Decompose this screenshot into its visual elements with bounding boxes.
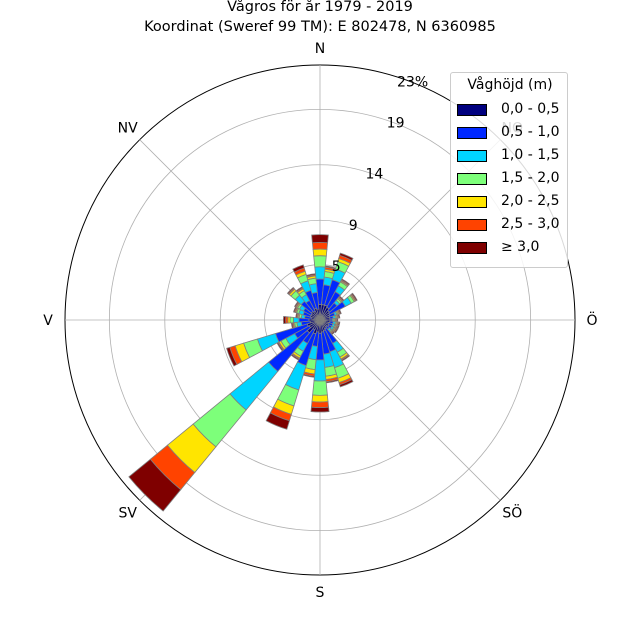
rose-bar-segment [337,313,341,319]
legend-item: 0,5 - 1,0 [457,124,565,144]
rose-bars [128,234,358,512]
rose-bar-segment [334,328,339,334]
direction-label: SV [118,505,137,521]
chart-title: Vågros för år 1979 - 2019 [227,0,413,15]
legend-item: ≥ 3,0 [457,239,565,259]
rose-bar-segment [340,278,351,286]
legend-swatch [457,219,487,231]
rose-bar-segment [226,346,238,367]
rose-bar-segment [339,379,354,388]
direction-label: Ö [586,311,597,329]
legend-label: 2,5 - 3,0 [501,216,560,232]
radial-tick-labels: 5 9 14 19 23% [332,74,428,274]
legend-label: 1,0 - 1,5 [501,147,560,163]
legend-item: 2,5 - 3,0 [457,216,565,236]
legend-label: 1,5 - 2,0 [501,170,560,186]
rose-bar-segment [286,286,295,295]
radial-tick-label: 14 [365,167,383,183]
legend-swatch [457,242,487,254]
radial-tick-label: 5 [332,259,341,275]
radial-tick-label: 23% [397,74,428,90]
legend-swatch [457,196,487,208]
rose-bar-segment [314,266,326,280]
radial-tick-label: 9 [349,218,358,234]
rose-bar-segment [336,317,339,323]
legend-item: 1,0 - 1,5 [457,147,565,167]
grid-spoke [319,319,501,501]
rose-bar-segment [313,255,327,268]
rose-bar-segment [310,406,330,413]
rose-bar-segment [305,273,316,277]
legend-label: ≥ 3,0 [501,239,540,255]
rose-bar-segment [283,315,287,325]
direction-labels: NNOÖSÖSSVVNV [43,41,597,601]
legend: Våghöjd (m) 0,0 - 0,5 0,5 - 1,0 1,0 - 1,5 1… [450,72,568,268]
rose-bar-segment [292,264,305,273]
legend-title: Våghöjd (m) [467,77,553,93]
chart-subtitle: Koordinat (Sweref 99 TM): E 802478, N 63… [144,19,496,35]
legend-item: 1,5 - 2,0 [457,170,565,190]
direction-label: SÖ [502,503,522,521]
legend-swatch [457,104,487,116]
rose-bar-segment [312,248,328,257]
rose-bar-segment [265,412,290,430]
rose-bar-segment [310,401,330,408]
radial-tick-label: 19 [387,115,405,131]
legend-swatch [457,150,487,162]
legend-label: 2,0 - 2,5 [501,193,560,209]
legend-label: 0,5 - 1,0 [501,124,560,140]
rose-bar-segment [351,292,358,302]
rose-bar-segment [339,252,354,261]
rose-bar-segment [338,309,342,315]
rose-bar-segment [289,316,294,324]
rose-bar-segment [311,241,329,250]
rose-bar-segment [128,458,182,512]
legend-swatch [457,173,487,185]
direction-label: NV [118,121,138,137]
legend-item: 2,0 - 2,5 [457,193,565,213]
legend-swatch [457,127,487,139]
direction-label: N [315,41,325,57]
rose-bar-segment [311,394,329,403]
rose-bar-segment [311,234,329,244]
direction-label: S [316,585,325,601]
legend-label: 0,0 - 0,5 [501,101,560,117]
rose-bar-segment [312,380,328,396]
legend-item: 0,0 - 0,5 [457,101,565,121]
direction-label: V [43,313,53,329]
